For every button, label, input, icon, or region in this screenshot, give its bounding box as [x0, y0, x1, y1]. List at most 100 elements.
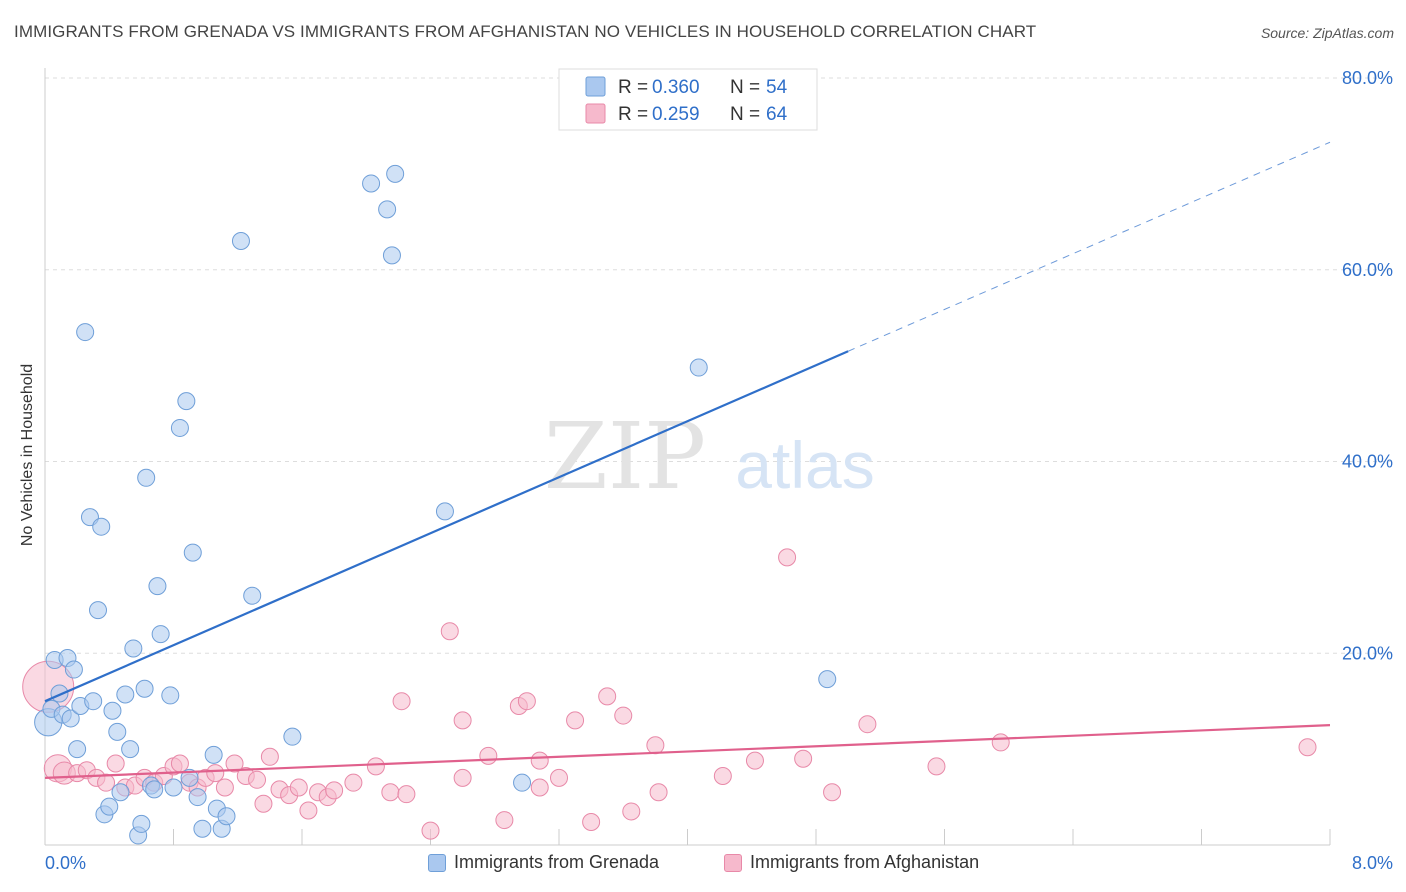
point-afghanistan-37 — [421, 821, 440, 840]
point-grenada-17 — [103, 701, 122, 720]
legend-label-afghanistan: Immigrants from Afghanistan — [750, 852, 980, 872]
point-grenada-45 — [283, 727, 302, 746]
point-grenada-36 — [183, 543, 202, 562]
point-afghanistan-24 — [260, 747, 279, 766]
trendline-grenada — [44, 350, 849, 703]
point-afghanistan-62 — [991, 733, 1010, 752]
legend-swatch-grenada — [428, 853, 446, 872]
point-grenada-25 — [135, 679, 154, 698]
point-grenada-16 — [100, 797, 119, 816]
point-afghanistan-35 — [392, 692, 411, 711]
point-afghanistan-38 — [440, 622, 459, 641]
point-afghanistan-7 — [106, 754, 125, 773]
point-afghanistan-50 — [598, 687, 617, 706]
watermark-atlas: atlas — [735, 428, 874, 502]
trendline-afghanistan — [44, 724, 1331, 779]
stats-r-value-afghanistan: 0.259 — [652, 104, 700, 125]
point-afghanistan-20 — [225, 754, 244, 773]
stats-r-label-grenada: R = — [618, 77, 648, 98]
stats-n-label-grenada: N = — [730, 77, 760, 98]
point-grenada-28 — [145, 780, 164, 799]
x-tick-label-0: 0.0% — [45, 853, 86, 873]
legend-label-grenada: Immigrants from Grenada — [454, 852, 660, 872]
watermark-zip: ZIP — [544, 403, 706, 510]
legend-item-grenada[interactable]: Immigrants from Grenada — [428, 852, 659, 873]
point-afghanistan-48 — [566, 711, 585, 730]
point-afghanistan-49 — [582, 812, 601, 831]
point-grenada-21 — [121, 740, 140, 759]
point-grenada-6 — [61, 709, 80, 728]
point-afghanistan-39 — [453, 711, 472, 730]
point-grenada-26 — [137, 468, 156, 487]
point-afghanistan-63 — [1298, 738, 1317, 757]
point-afghanistan-14 — [170, 754, 189, 773]
point-afghanistan-22 — [248, 770, 267, 789]
y-tick-label-0: 20.0% — [1342, 643, 1393, 663]
point-grenada-38 — [193, 819, 212, 838]
point-grenada-14 — [92, 517, 111, 536]
source-label: Source: ZipAtlas.com — [1260, 25, 1394, 41]
point-afghanistan-27 — [289, 778, 308, 797]
point-grenada-34 — [177, 392, 196, 411]
point-grenada-8 — [68, 740, 87, 759]
stats-r-label-afghanistan: R = — [618, 104, 648, 125]
point-grenada-49 — [386, 164, 405, 183]
bottom-legend: Immigrants from Grenada Immigrants from … — [0, 852, 1406, 878]
legend-swatch-afghanistan — [724, 853, 742, 872]
point-afghanistan-60 — [858, 715, 877, 734]
point-afghanistan-18 — [206, 764, 225, 783]
point-afghanistan-31 — [325, 781, 344, 800]
stats-n-label-afghanistan: N = — [730, 104, 760, 125]
point-afghanistan-47 — [550, 768, 568, 787]
point-grenada-39 — [204, 745, 223, 764]
point-afghanistan-55 — [713, 766, 732, 785]
point-afghanistan-45 — [530, 751, 549, 770]
point-grenada-3 — [50, 684, 69, 703]
chart-title: IMMIGRANTS FROM GRENADA VS IMMIGRANTS FR… — [14, 22, 1037, 41]
point-grenada-32 — [164, 778, 183, 797]
point-grenada-52 — [689, 358, 708, 377]
point-afghanistan-61 — [927, 757, 946, 776]
point-grenada-42 — [217, 807, 236, 826]
point-afghanistan-56 — [745, 751, 764, 770]
point-grenada-13 — [89, 601, 108, 620]
stats-swatch-grenada — [585, 76, 606, 97]
point-grenada-24 — [132, 814, 151, 833]
point-grenada-20 — [116, 685, 135, 704]
point-grenada-37 — [188, 788, 207, 807]
point-afghanistan-6 — [97, 773, 116, 792]
point-grenada-19 — [111, 783, 130, 802]
point-grenada-46 — [362, 174, 381, 193]
point-afghanistan-34 — [381, 783, 400, 802]
point-afghanistan-51 — [614, 706, 633, 725]
point-grenada-33 — [170, 418, 189, 437]
point-afghanistan-58 — [794, 749, 813, 768]
legend-item-afghanistan[interactable]: Immigrants from Afghanistan — [724, 852, 979, 873]
point-afghanistan-53 — [646, 736, 665, 755]
point-afghanistan-41 — [479, 746, 498, 765]
stats-n-value-afghanistan: 64 — [766, 104, 788, 125]
point-grenada-50 — [435, 502, 454, 521]
point-grenada-43 — [231, 231, 250, 250]
y-tick-label-3: 80.0% — [1342, 68, 1393, 88]
point-grenada-48 — [382, 246, 401, 265]
point-grenada-31 — [161, 686, 180, 705]
point-grenada-35 — [180, 768, 199, 787]
point-grenada-30 — [151, 625, 170, 644]
point-afghanistan-59 — [823, 783, 842, 802]
point-afghanistan-54 — [649, 783, 668, 802]
point-grenada-22 — [124, 639, 143, 658]
point-afghanistan-28 — [299, 801, 318, 820]
point-grenada-7 — [64, 660, 83, 679]
stats-swatch-afghanistan — [585, 103, 606, 124]
point-afghanistan-40 — [453, 768, 472, 787]
point-grenada-47 — [378, 200, 397, 219]
point-afghanistan-19 — [215, 778, 234, 797]
point-afghanistan-36 — [397, 785, 416, 804]
point-afghanistan-42 — [495, 811, 514, 830]
stats-r-value-grenada: 0.360 — [652, 77, 700, 98]
point-afghanistan-57 — [778, 548, 797, 567]
point-grenada-12 — [84, 692, 103, 711]
point-afghanistan-46 — [530, 778, 549, 797]
